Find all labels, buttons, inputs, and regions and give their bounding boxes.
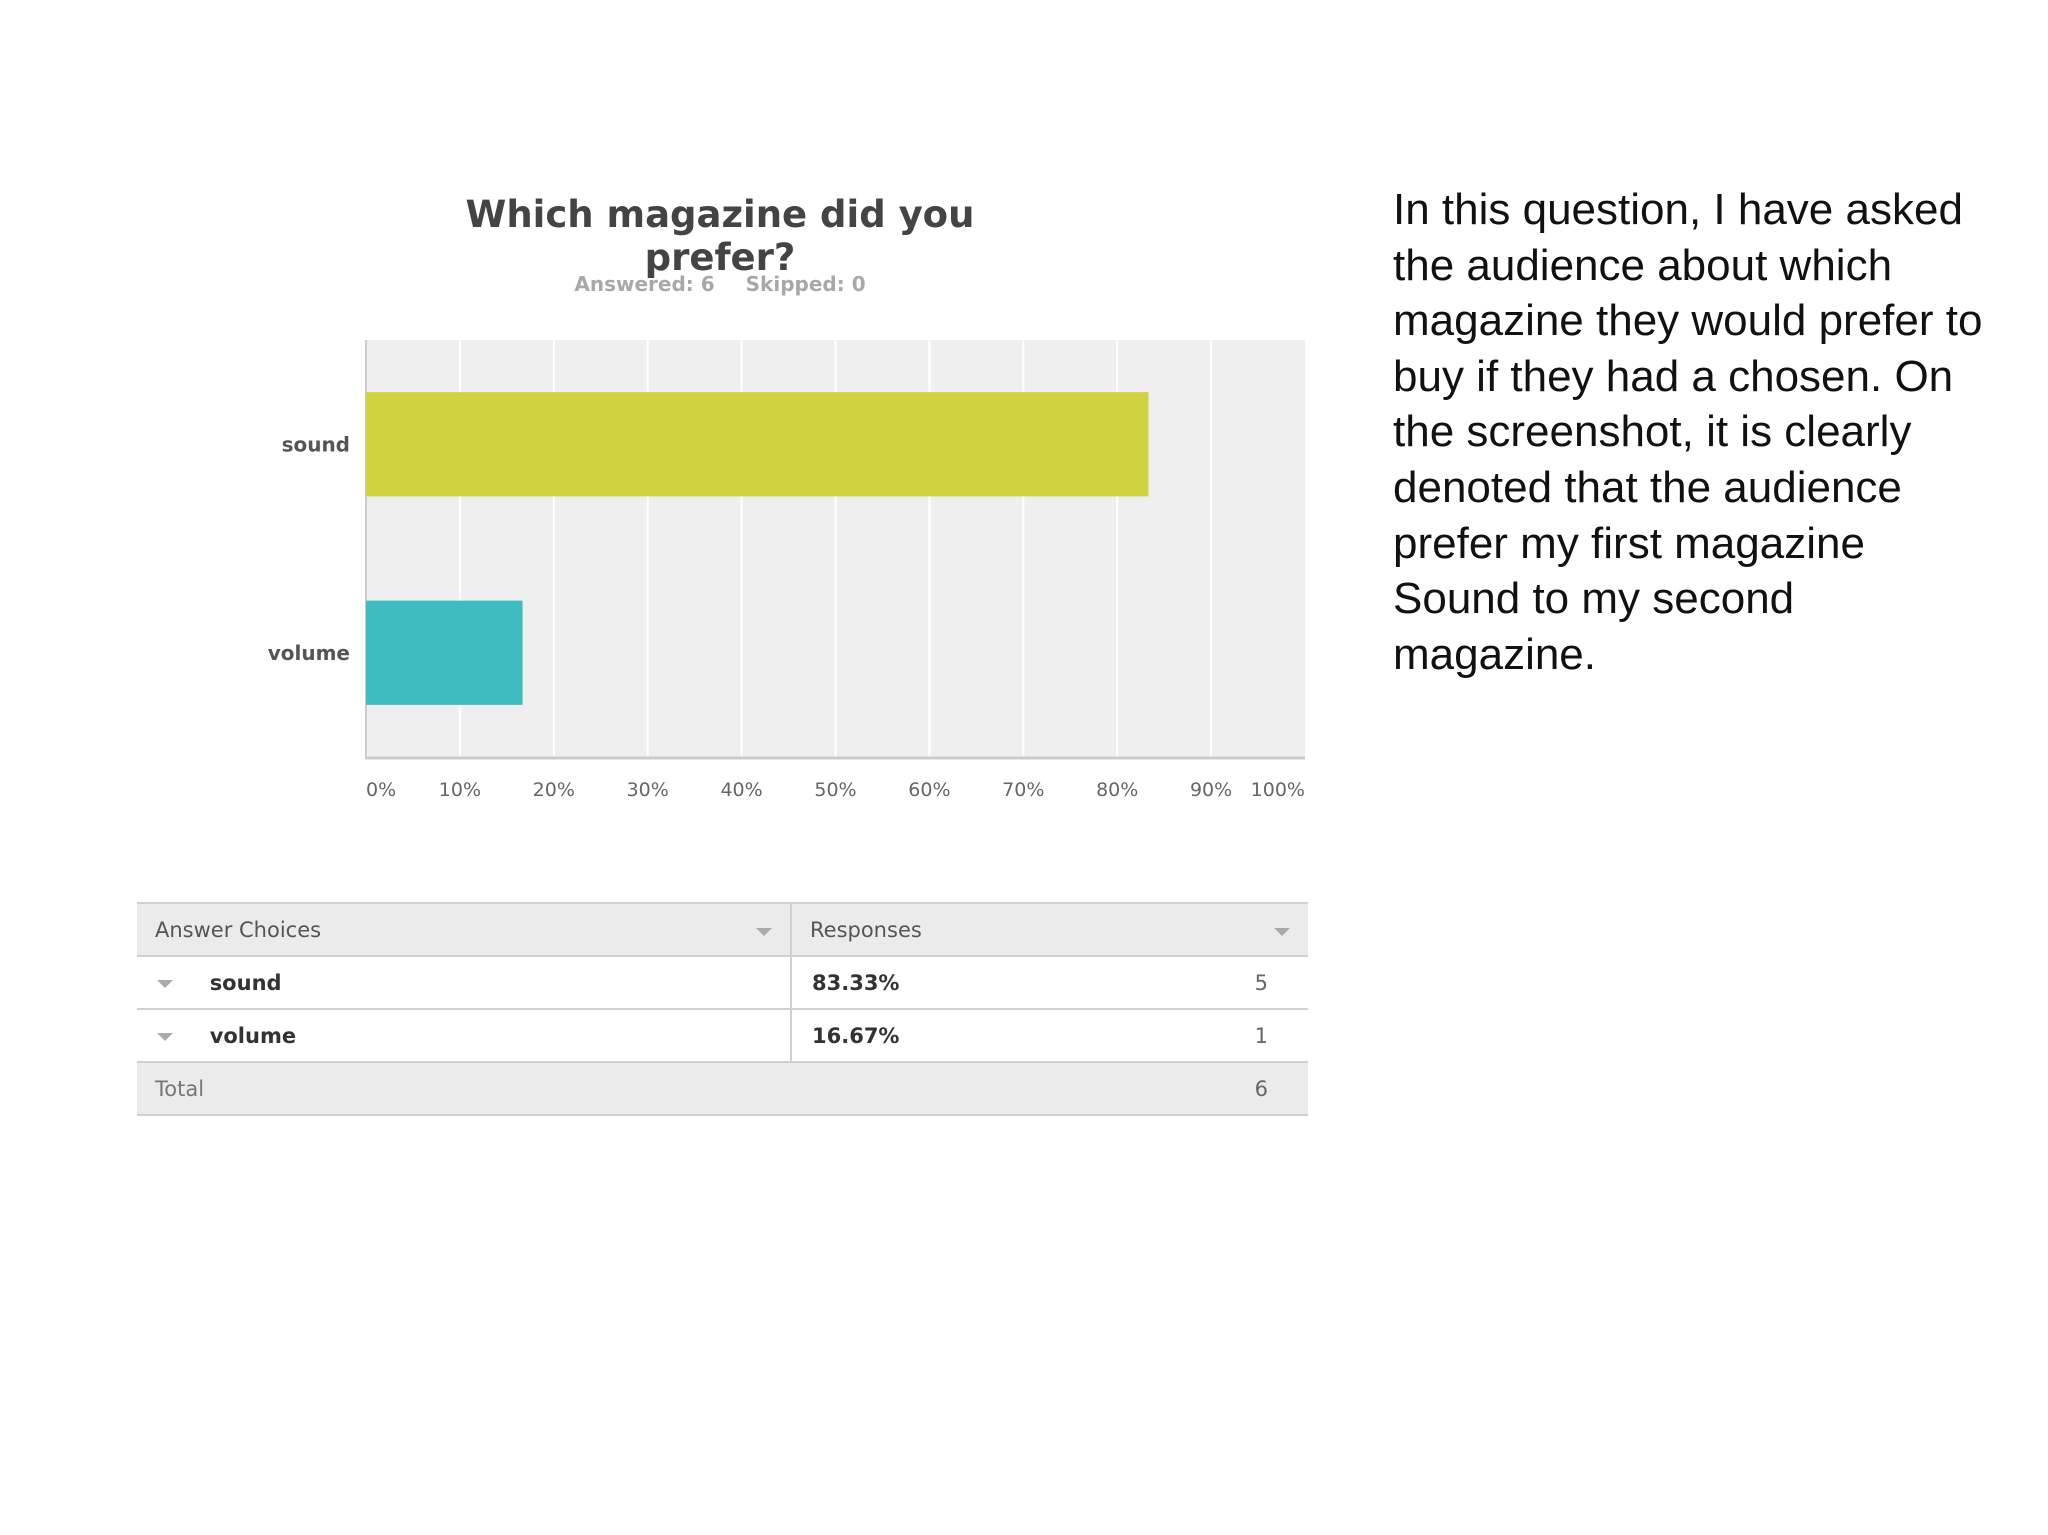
response-cell: 16.67% 1 (791, 1009, 1308, 1062)
bar-chart: 0% 10% 20% 30% 40% 50% 60% 70% 80% 90% 100% sound vo… (0, 0, 1320, 830)
choice-cell: sound (137, 956, 791, 1009)
category-label: sound (282, 432, 350, 456)
table-row: sound 83.33% 5 (137, 956, 1308, 1009)
x-tick-label: 80% (1096, 779, 1138, 801)
responses-header[interactable]: Responses (791, 903, 1308, 956)
expand-arrow-icon[interactable] (157, 1033, 173, 1041)
x-tick-label: 90% (1190, 779, 1232, 801)
x-tick-label: 100% (1251, 779, 1305, 801)
x-tick-label: 60% (908, 779, 950, 801)
answer-choices-header-label: Answer Choices (137, 918, 321, 942)
bar-volume (366, 601, 523, 705)
response-cell: 83.33% 5 (791, 956, 1308, 1009)
total-count-cell: 6 (791, 1062, 1308, 1115)
choice-cell: volume (137, 1009, 791, 1062)
table-header-row: Answer Choices Responses (137, 903, 1308, 956)
results-table: Answer Choices Responses sound 83.33% 5 … (137, 902, 1308, 1116)
description-text: In this question, I have asked the audie… (1393, 182, 1993, 682)
total-count: 6 (1255, 1077, 1268, 1101)
choice-label: volume (210, 1024, 296, 1048)
answer-choices-header[interactable]: Answer Choices (137, 903, 791, 956)
response-count: 1 (1255, 1024, 1268, 1048)
responses-header-label: Responses (792, 918, 922, 942)
choice-label: sound (210, 971, 282, 995)
sort-arrow-icon[interactable] (756, 928, 772, 936)
category-label: volume (268, 641, 350, 665)
x-tick-label: 70% (1002, 779, 1044, 801)
total-label: Total (137, 1077, 204, 1101)
x-tick-label: 0% (366, 779, 396, 801)
x-tick-label: 10% (439, 779, 481, 801)
x-tick-label: 20% (533, 779, 575, 801)
expand-arrow-icon[interactable] (157, 980, 173, 988)
response-count: 5 (1255, 971, 1268, 995)
response-percent: 16.67% (792, 1024, 899, 1048)
x-tick-label: 40% (720, 779, 762, 801)
x-tick-label: 50% (814, 779, 856, 801)
table-row: volume 16.67% 1 (137, 1009, 1308, 1062)
x-tick-label: 30% (627, 779, 669, 801)
table-total-row: Total 6 (137, 1062, 1308, 1115)
bar-sound (366, 392, 1148, 496)
response-percent: 83.33% (792, 971, 899, 995)
total-label-cell: Total (137, 1062, 791, 1115)
sort-arrow-icon[interactable] (1274, 928, 1290, 936)
